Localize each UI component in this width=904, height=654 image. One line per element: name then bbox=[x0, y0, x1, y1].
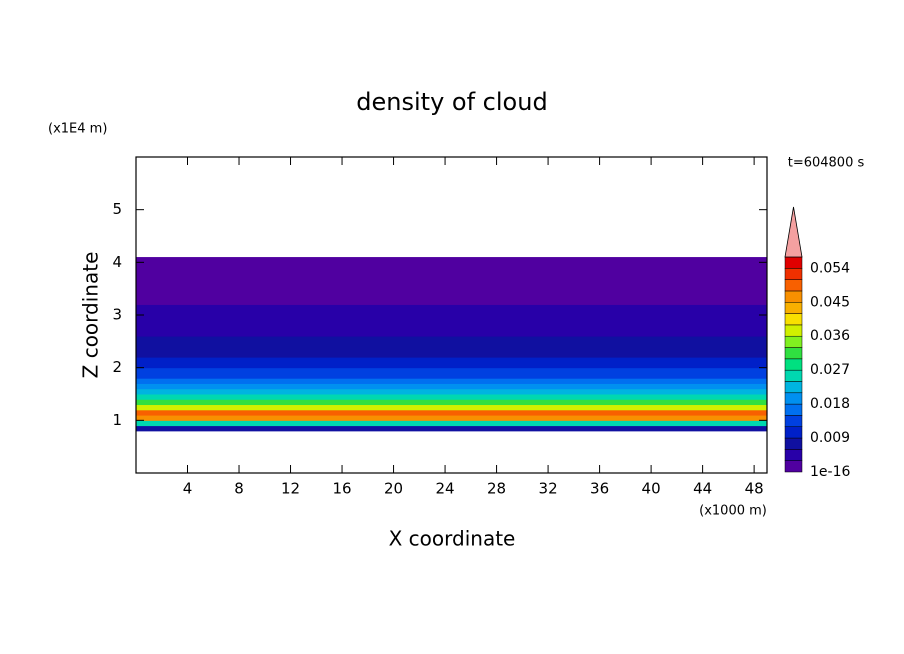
y-axis-label: Z coordinate bbox=[79, 252, 103, 379]
colorbar-swatch bbox=[784, 256, 803, 269]
colorbar-swatch bbox=[784, 392, 803, 405]
colorbar-swatch bbox=[784, 279, 803, 292]
contour-band bbox=[136, 315, 767, 327]
contour-band bbox=[136, 257, 767, 263]
colorbar-swatch bbox=[784, 403, 803, 416]
contour-band bbox=[136, 383, 767, 390]
colorbar-swatch bbox=[784, 426, 803, 439]
contour-band bbox=[136, 325, 767, 337]
contour-band bbox=[136, 409, 767, 416]
y-tick-label: 4 bbox=[112, 253, 122, 271]
colorbar-tick-label: 0.036 bbox=[810, 328, 850, 344]
colorbar-tick-label: 0.027 bbox=[810, 362, 850, 378]
colorbar-swatch bbox=[784, 369, 803, 382]
x-tick-label: 24 bbox=[436, 480, 455, 498]
x-axis-label: X coordinate bbox=[389, 527, 516, 551]
colorbar-swatch bbox=[784, 324, 803, 337]
x-tick-label: 12 bbox=[281, 480, 300, 498]
colorbar-swatch bbox=[784, 268, 803, 280]
y-tick-label: 2 bbox=[112, 358, 122, 376]
colorbar-swatch bbox=[784, 290, 803, 303]
x-tick-label: 8 bbox=[234, 480, 244, 498]
x-tick-label: 40 bbox=[642, 480, 661, 498]
colorbar-tick-label: 0.009 bbox=[810, 430, 850, 446]
x-tick-label: 28 bbox=[487, 480, 506, 498]
colorbar-tick-label: 0.054 bbox=[810, 260, 850, 276]
x-tick-label: 16 bbox=[332, 480, 351, 498]
contour-band bbox=[136, 357, 767, 369]
contour-band bbox=[136, 346, 767, 358]
colorbar-swatch bbox=[784, 358, 803, 371]
contour-band bbox=[136, 304, 767, 316]
contour-band bbox=[136, 415, 767, 421]
contour-band bbox=[136, 388, 767, 395]
x-tick-label: 20 bbox=[384, 480, 403, 498]
x-tick-label: 32 bbox=[539, 480, 558, 498]
y-unit: (x1E4 m) bbox=[48, 122, 107, 137]
x-tick-label: 44 bbox=[693, 480, 712, 498]
contour-band bbox=[136, 425, 767, 432]
y-tick-label: 5 bbox=[112, 200, 122, 218]
contour-band bbox=[136, 336, 767, 348]
contour-band bbox=[136, 399, 767, 406]
colorbar-tick-label: 0.018 bbox=[810, 396, 850, 412]
contour-band bbox=[136, 262, 767, 305]
colorbar-swatch bbox=[784, 415, 803, 427]
colorbar-swatch bbox=[784, 437, 803, 450]
colorbar-tick-label: 0.045 bbox=[810, 294, 850, 310]
contour-band bbox=[136, 378, 767, 384]
contour-band bbox=[136, 367, 767, 374]
x-tick-label: 4 bbox=[183, 480, 193, 498]
chart-title: density of cloud bbox=[356, 88, 547, 116]
y-tick-label: 3 bbox=[112, 306, 122, 324]
colorbar-swatch bbox=[784, 347, 803, 360]
colorbar-swatch bbox=[784, 460, 803, 473]
x-tick-label: 48 bbox=[745, 480, 764, 498]
contour-band bbox=[136, 394, 767, 400]
x-unit: (x1000 m) bbox=[699, 504, 767, 519]
colorbar-swatch bbox=[784, 381, 803, 394]
colorbar-swatch bbox=[784, 335, 803, 348]
colorbar-extend bbox=[784, 206, 803, 258]
colorbar-tick-label: 1e-16 bbox=[810, 464, 850, 480]
colorbar-swatch bbox=[784, 313, 803, 326]
contour-band bbox=[136, 420, 767, 427]
contour-band bbox=[136, 404, 767, 411]
x-tick-label: 36 bbox=[590, 480, 609, 498]
colorbar-swatch bbox=[784, 302, 803, 314]
time-label: t=604800 s bbox=[788, 156, 865, 171]
y-tick-label: 1 bbox=[112, 411, 122, 429]
contour-band bbox=[136, 372, 767, 379]
colorbar-swatch bbox=[784, 449, 803, 461]
